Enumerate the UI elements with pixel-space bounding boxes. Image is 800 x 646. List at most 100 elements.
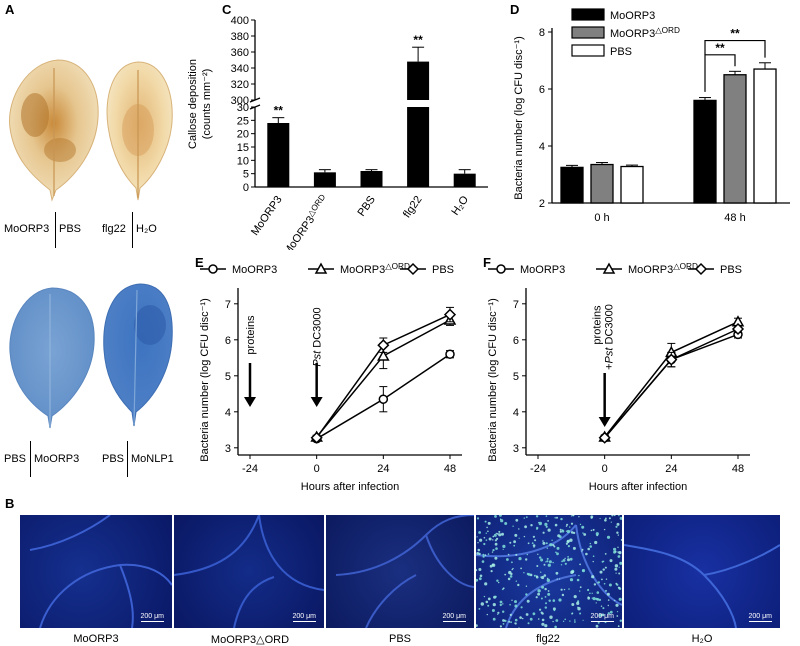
panel-a-label-moorp3: MoORP3 (4, 223, 50, 235)
callose-spot (495, 532, 497, 535)
callose-spot (496, 537, 499, 540)
y-tick-label: 300 (231, 95, 249, 107)
callose-spot (492, 539, 494, 541)
callose-spot (502, 548, 504, 550)
callose-spot (562, 620, 565, 622)
callose-spot (592, 597, 596, 601)
callose-spot (576, 601, 580, 605)
callose-spot (600, 605, 603, 607)
callose-spot (500, 519, 504, 523)
significance-marker: ** (413, 33, 423, 47)
callose-spot (565, 525, 568, 527)
panel-label-a: A (5, 2, 15, 17)
callose-spot (591, 597, 593, 599)
callose-spot (613, 547, 617, 551)
callose-spot (537, 618, 540, 620)
callose-spot (484, 582, 488, 586)
y-tick-label: 7 (225, 299, 231, 311)
callose-spot (618, 597, 622, 601)
callose-spot (487, 521, 491, 525)
callose-spot (483, 595, 486, 598)
y-axis-label: (counts mm⁻²) (201, 69, 213, 140)
y-tick-label: 2 (539, 198, 545, 210)
callose-spot (532, 544, 536, 547)
callose-spot (504, 522, 508, 525)
callose-spot (535, 596, 538, 599)
data-point (378, 394, 389, 404)
callose-spot (564, 557, 566, 560)
y-tick-label: 380 (231, 31, 249, 43)
arrow-proteins-head (244, 397, 256, 407)
callose-spot (523, 535, 526, 538)
callose-spot (589, 592, 591, 595)
callose-spot (619, 516, 622, 520)
x-tick-label: 0 (602, 463, 608, 475)
micrograph-label-moorp3-delta-ord: MoORP3△ORD (210, 634, 290, 646)
callose-spot (598, 613, 602, 617)
legend-marker (314, 262, 328, 274)
callose-spot (497, 613, 499, 615)
callose-spot (556, 546, 560, 550)
bar-0-1 (590, 163, 614, 204)
callose-spot (604, 566, 607, 569)
callose-spot (617, 546, 619, 548)
callose-spot (579, 586, 582, 589)
micrograph-label-flg22: flg22 (536, 633, 560, 645)
callose-spot (572, 546, 576, 550)
callose-spot (571, 613, 573, 615)
callose-spot (478, 568, 482, 571)
callose-spot (585, 552, 588, 556)
callose-spot (496, 533, 499, 535)
callose-spot (608, 583, 612, 587)
callose-spot (498, 530, 501, 533)
callose-spot (542, 541, 546, 545)
callose-spot (607, 599, 610, 601)
x-tick-label: 0 (314, 463, 320, 475)
callose-spot (590, 529, 593, 532)
series-line-2 (316, 313, 451, 439)
callose-spot (524, 525, 527, 529)
callose-spot (547, 592, 551, 596)
callose-spot (541, 622, 545, 626)
bar-1-1 (723, 74, 747, 204)
leaf-moorp3-pbs (9, 59, 99, 202)
callose-spot (506, 558, 509, 561)
y-tick-label: 6 (225, 335, 231, 347)
micrograph-moorp3: 200 μm (20, 515, 172, 628)
callose-spot (617, 555, 621, 558)
callose-spot (498, 515, 502, 517)
callose-spot (615, 525, 618, 528)
callose-spot (476, 517, 480, 520)
callose-spot (615, 603, 619, 607)
panel-a-label-h2o: H₂O (136, 223, 157, 235)
micrograph-moorp3-delta-ord: 200 μm (174, 515, 324, 628)
callose-spot (508, 620, 511, 623)
callose-spot (546, 547, 548, 549)
callose-spot (491, 609, 495, 612)
callose-spot (599, 570, 603, 574)
legend-marker (496, 264, 506, 274)
data-point (665, 353, 678, 366)
panel-label-f: F (483, 255, 491, 270)
callose-spot (573, 595, 577, 599)
callose-spot (552, 599, 556, 602)
callose-spot (519, 616, 522, 619)
significance-marker: ** (715, 41, 725, 55)
callose-spot (610, 521, 612, 523)
legend-label: PBS (610, 46, 632, 58)
callose-spot (579, 612, 582, 615)
callose-spot (479, 574, 483, 578)
callose-spot (518, 528, 520, 530)
callose-spot (544, 522, 548, 526)
callose-spot (538, 521, 540, 524)
callose-spot (599, 517, 601, 520)
callose-spot (540, 611, 543, 614)
callose-spot (611, 515, 614, 517)
callose-spot (559, 578, 561, 580)
callose-spot (525, 613, 529, 616)
callose-spot (597, 621, 600, 624)
panel-label-c: C (222, 2, 232, 17)
data-point (310, 431, 323, 444)
callose-spot (552, 544, 555, 547)
